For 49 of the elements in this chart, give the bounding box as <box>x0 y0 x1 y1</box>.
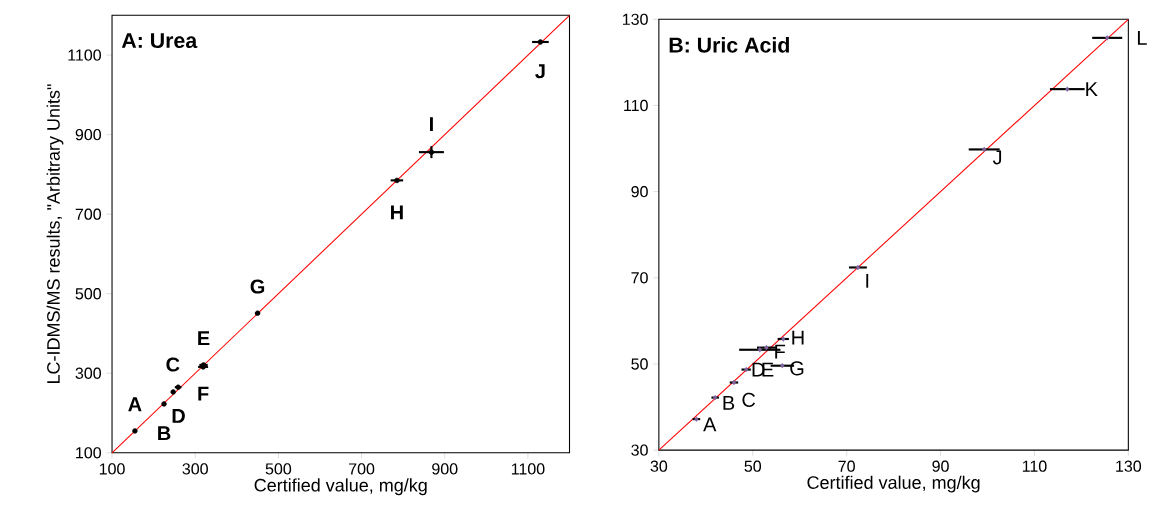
x-tick-label: 90 <box>932 460 949 472</box>
annotation: I <box>866 273 869 288</box>
annotation: A <box>128 397 142 412</box>
y-tick-label: 500 <box>75 287 102 300</box>
y-tick-label: 110 <box>624 99 648 112</box>
x-tick-label: 130 <box>1116 460 1142 472</box>
y-axis-title: LC-IDMS/MS results, "Arbitrary Units" <box>46 84 64 383</box>
annotation: B <box>723 395 735 410</box>
x-tick-label: 900 <box>432 463 458 475</box>
annotation: I <box>429 117 433 131</box>
annotation: A <box>703 417 717 432</box>
y-tick-label: 130 <box>622 13 648 25</box>
x-tick-label: 100 <box>99 463 125 475</box>
x-tick-label: 1100 <box>511 463 545 475</box>
x-tick-label: 50 <box>744 460 762 472</box>
x-axis-title: Certified value, mg/kg <box>807 475 980 493</box>
annotation: D <box>172 409 185 423</box>
y-tick-label: 90 <box>631 185 648 198</box>
annotation: F <box>775 344 786 359</box>
y-tick-label: 100 <box>76 447 102 459</box>
annotation: L <box>1137 30 1147 45</box>
annotation: J <box>535 64 545 79</box>
annotation: H <box>792 330 804 345</box>
annotation: F <box>198 386 209 401</box>
y-tick-label: 30 <box>631 444 648 456</box>
y-tick-label: 70 <box>631 272 648 284</box>
y-tick-label: 50 <box>631 358 648 370</box>
x-tick-label: 500 <box>265 463 292 475</box>
x-tick-label: 110 <box>1022 460 1047 472</box>
annotation: C <box>742 392 756 407</box>
annotation: J <box>992 150 1002 165</box>
y-tick-label: 700 <box>75 208 102 220</box>
x-axis-title: Certified value, mg/kg <box>254 478 427 496</box>
x-tick-label: 30 <box>650 460 668 472</box>
annotation: H <box>391 205 403 220</box>
annotation: G <box>250 279 265 294</box>
y-tick-label: 900 <box>75 128 102 141</box>
annotation: K <box>1086 82 1098 96</box>
annotation: C <box>166 357 180 372</box>
annotation: E <box>198 331 210 346</box>
annotation: G <box>790 361 804 376</box>
x-tick-label: 70 <box>838 460 855 472</box>
annotation: B <box>158 426 171 441</box>
x-tick-label: 700 <box>349 463 375 475</box>
x-tick-label: 300 <box>182 463 208 475</box>
y-tick-label: 1100 <box>68 49 102 61</box>
text: A: Urea <box>121 33 198 48</box>
y-tick-label: 300 <box>75 367 102 379</box>
text: B: Uric Acid <box>669 36 789 53</box>
